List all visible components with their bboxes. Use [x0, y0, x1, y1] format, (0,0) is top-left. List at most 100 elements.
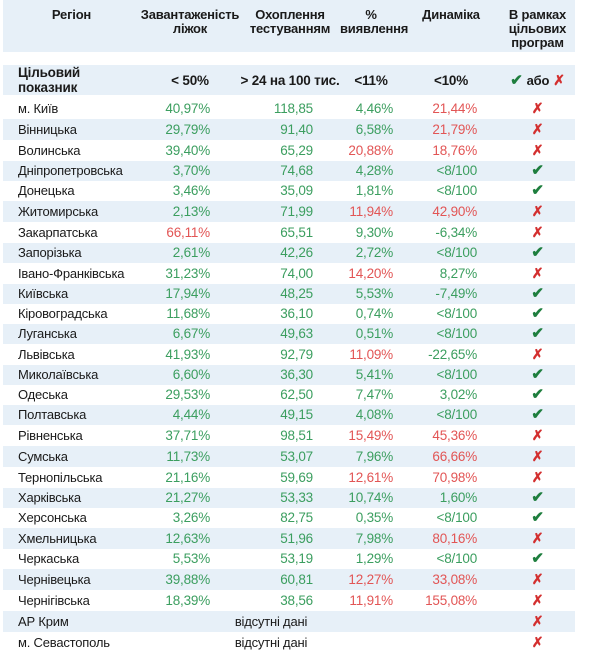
regions-table: Регіон Завантаженість ліжок Охоплення те…: [3, 0, 575, 653]
cross-icon: ✗: [531, 448, 544, 464]
table-row: Закарпатська 66,11% 65,51 9,30% -6,34% ✗: [3, 222, 575, 243]
table-row: Одеська 29,53% 62,50 7,47% 3,02% ✔: [3, 385, 575, 405]
check-icon: ✔: [531, 366, 544, 383]
value-cell: 20,88%: [348, 142, 393, 158]
cross-icon: ✗: [531, 530, 544, 546]
value-cell: 39,40%: [165, 142, 210, 158]
region-name: Луганська: [3, 324, 140, 344]
value-cell: 98,51: [280, 427, 313, 443]
region-name: Житомирська: [3, 201, 140, 222]
cross-icon: ✗: [531, 592, 544, 608]
value-cell: 7,96%: [340, 446, 402, 467]
value-cell: 74,68: [240, 161, 340, 181]
region-name: Київська: [3, 284, 140, 304]
value-cell: 66,11%: [166, 224, 210, 240]
region-name: Закарпатська: [18, 224, 98, 240]
program-status-cell: ✔: [500, 508, 575, 528]
cross-icon: ✗: [531, 634, 544, 650]
value-cell: 7,47%: [355, 387, 393, 402]
value-cell: 2,61%: [140, 243, 240, 263]
value-cell: 8,27%: [439, 265, 477, 281]
region-name: Рівненська: [18, 427, 83, 443]
program-status-cell: ✔: [500, 549, 575, 569]
target-detection: <11%: [340, 65, 402, 95]
program-status-cell: ✔: [500, 324, 575, 344]
col-header-testing: Охоплення тестуванням: [240, 0, 340, 52]
program-status-cell: ✗: [500, 569, 575, 590]
table-row: Полтавська 4,44% 49,15 4,08% <8/100 ✔: [3, 405, 575, 425]
program-status-cell: ✗: [500, 590, 575, 611]
value-cell: 33,08%: [402, 569, 500, 590]
region-name: Сумська: [3, 446, 140, 467]
value-cell: 1,81%: [355, 183, 393, 198]
program-status-cell: ✗: [500, 222, 575, 243]
value-cell: 6,58%: [340, 119, 402, 140]
region-name: Чернігівська: [18, 592, 90, 608]
value-cell: 49,15: [240, 405, 340, 425]
region-name: Черкаська: [18, 551, 80, 566]
region-name: АР Крим: [3, 611, 140, 632]
region-name: м. Київ: [18, 100, 59, 116]
value-cell: 11,73%: [140, 446, 240, 467]
value-cell: 21,16%: [165, 469, 210, 485]
table-body: м. Київ 40,97% 118,85 4,46% 21,44% ✗ Вінницька…: [3, 98, 575, 653]
value-cell: 41,93%: [165, 346, 210, 362]
value-cell: 65,29: [280, 142, 313, 158]
cross-icon: ✗: [531, 142, 544, 158]
target-dynamics: <10%: [402, 65, 500, 95]
program-status-cell: ✗: [500, 467, 575, 488]
value-cell: 18,76%: [432, 142, 477, 158]
cross-icon: ✗: [531, 121, 544, 137]
no-data-cell: відсутні дані: [140, 611, 402, 632]
value-cell: 11,91%: [349, 592, 393, 608]
col-header-bed-load: Завантаженість ліжок: [140, 0, 240, 52]
program-status-cell: ✗: [500, 98, 575, 119]
value-cell: 31,23%: [165, 265, 210, 281]
empty-cell: [402, 611, 500, 632]
value-cell: 53,33: [240, 488, 340, 508]
program-status-cell: ✔: [500, 405, 575, 425]
value-cell: 35,09: [280, 183, 313, 198]
value-cell: 82,75: [280, 510, 313, 525]
value-cell: 21,27%: [140, 488, 240, 508]
program-status-cell: ✔: [500, 181, 575, 201]
col-header-detection: % виявлення: [340, 0, 408, 52]
value-cell: -6,34%: [435, 224, 477, 240]
program-status-cell: ✔: [500, 284, 575, 304]
check-icon: ✔: [531, 550, 544, 567]
region-name: Полтавська: [3, 405, 140, 425]
check-icon: ✔: [531, 509, 544, 526]
table-row: АР Крим відсутні дані ✗: [3, 611, 575, 632]
program-status-cell: ✔: [500, 385, 575, 405]
table-row: Донецька 3,46% 35,09 1,81% <8/100 ✔: [3, 181, 575, 201]
cross-icon: ✗: [531, 613, 544, 629]
value-cell: 1,60%: [402, 488, 500, 508]
value-cell: <8/100: [436, 551, 478, 566]
value-cell: 38,56: [280, 592, 313, 608]
value-cell: 15,49%: [348, 427, 393, 443]
value-cell: 29,79%: [140, 119, 240, 140]
target-row-label: Цільовий показник: [3, 65, 140, 95]
value-cell: 0,35%: [355, 510, 393, 525]
value-cell: 4,46%: [355, 100, 393, 116]
value-cell: 11,68%: [166, 306, 210, 321]
value-cell: 11,94%: [340, 201, 402, 222]
value-cell: 53,07: [240, 446, 340, 467]
value-cell: 48,25: [240, 284, 340, 304]
table-row: Черкаська 5,53% 53,19 1,29% <8/100 ✔: [3, 549, 575, 569]
cross-icon: ✗: [531, 224, 544, 240]
region-name: Запорізька: [3, 243, 140, 263]
legend-or-label: або: [526, 73, 550, 88]
table-row: Рівненська 37,71% 98,51 15,49% 45,36% ✗: [3, 425, 575, 446]
table-row: Тернопільська 21,16% 59,69 12,61% 70,98% ✗: [3, 467, 575, 488]
cross-icon: ✗: [531, 469, 544, 485]
region-name: Львівська: [18, 346, 75, 362]
value-cell: 21,44%: [432, 100, 477, 116]
value-cell: <8/100: [402, 324, 500, 344]
target-testing: > 24 на 100 тис.: [240, 65, 340, 95]
check-icon: ✔: [531, 244, 544, 261]
region-name: Харківська: [3, 488, 140, 508]
value-cell: 3,70%: [140, 161, 240, 181]
value-cell: 1,29%: [355, 551, 393, 566]
target-gap: [3, 95, 575, 98]
